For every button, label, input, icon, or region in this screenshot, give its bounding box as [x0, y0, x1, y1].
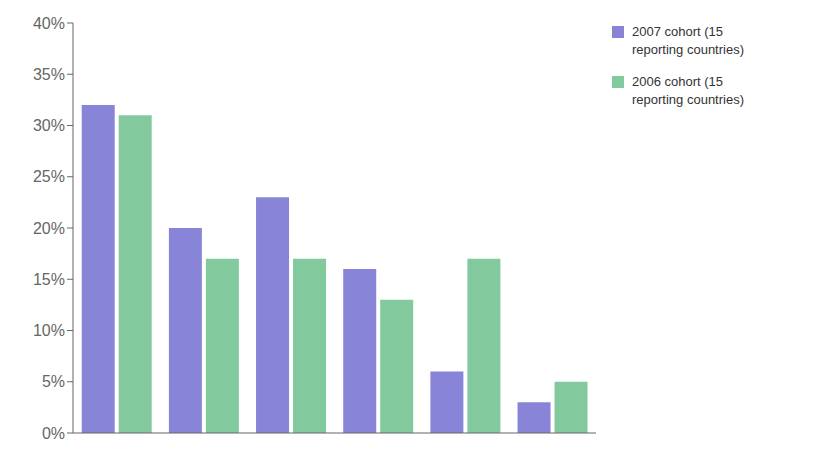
svg-text:40%: 40% — [33, 15, 65, 32]
svg-text:15%: 15% — [33, 271, 65, 288]
html-text:2007 cohort (15: 2007 cohort (15 — [632, 24, 724, 39]
html-text:reporting countries): reporting countries) — [632, 92, 744, 107]
html-text:reporting countries): reporting countries) — [632, 42, 744, 57]
html-text:2006 cohort (15: 2006 cohort (15 — [632, 74, 724, 89]
svg-text:25%: 25% — [33, 168, 65, 185]
svg-text:35%: 35% — [33, 66, 65, 83]
svg-text:30%: 30% — [33, 117, 65, 134]
svg-text:20%: 20% — [33, 220, 65, 237]
svg-text:10%: 10% — [33, 322, 65, 339]
svg-text:0%: 0% — [42, 425, 65, 442]
svg-text:5%: 5% — [42, 373, 65, 390]
